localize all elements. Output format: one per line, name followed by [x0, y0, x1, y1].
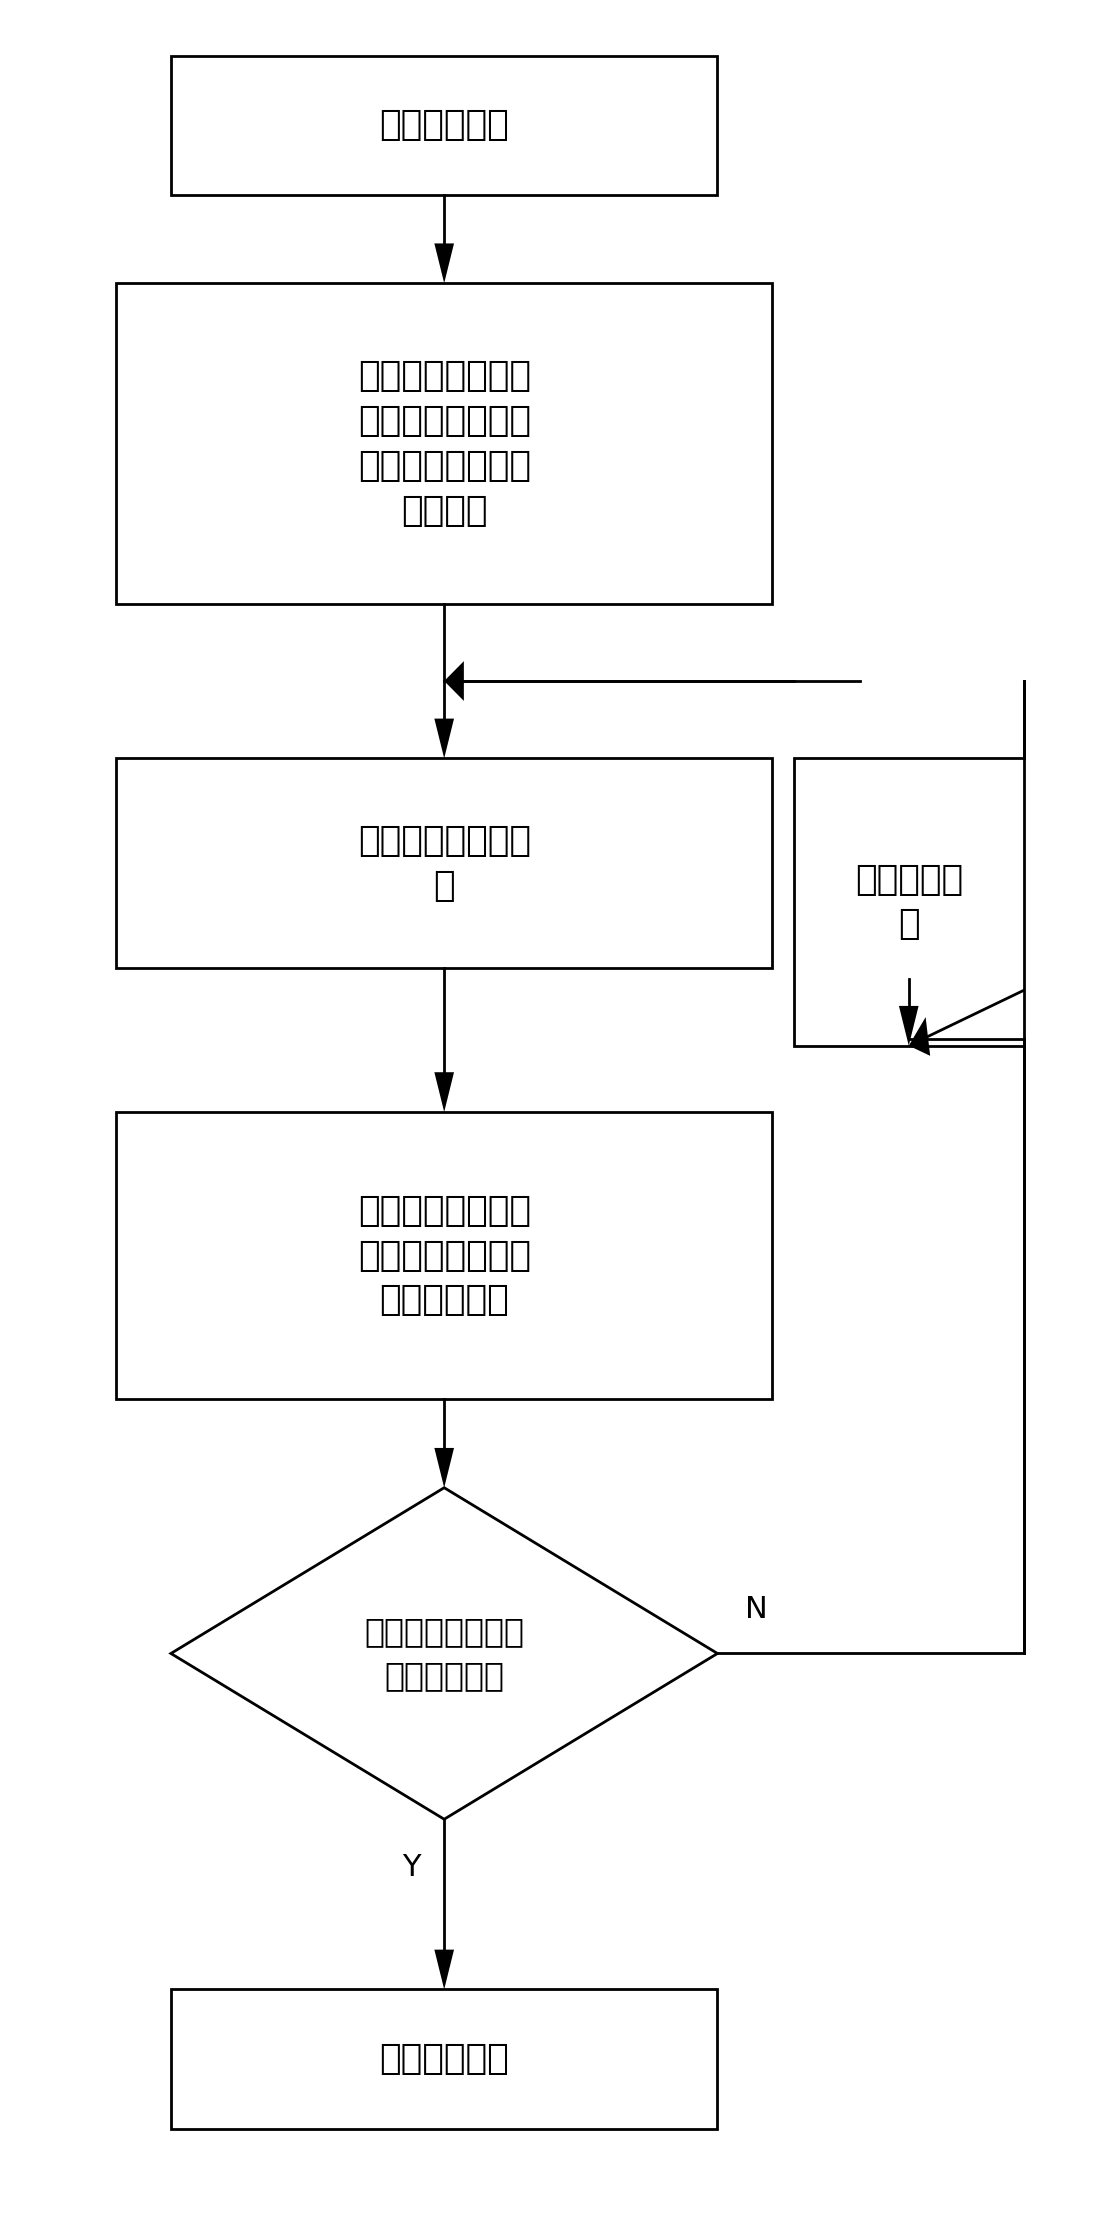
Text: 优化模拟电
荷: 优化模拟电 荷	[855, 863, 963, 941]
Polygon shape	[434, 1950, 454, 1990]
Bar	[116, 1112, 772, 1399]
Polygon shape	[909, 1016, 930, 1056]
Polygon shape	[434, 1448, 454, 1488]
Bar	[170, 1990, 717, 2128]
Text: 在导线和起伏地面
选择校验点，计算
模拟电位误差: 在导线和起伏地面 选择校验点，计算 模拟电位误差	[358, 1194, 530, 1317]
Bar	[170, 56, 717, 196]
Text: 在导线和起伏地面
设置模拟电荷以及
与模拟电荷相对应
的匹配点: 在导线和起伏地面 设置模拟电荷以及 与模拟电荷相对应 的匹配点	[358, 360, 530, 527]
Polygon shape	[170, 1488, 717, 1819]
Bar	[794, 758, 1024, 1045]
Polygon shape	[434, 1072, 454, 1112]
Polygon shape	[434, 718, 454, 758]
Bar	[116, 282, 772, 603]
Polygon shape	[434, 242, 454, 282]
Polygon shape	[899, 1005, 919, 1045]
Text: 选定镜像地面: 选定镜像地面	[380, 109, 509, 142]
Text: 模拟电荷大小是否
在误差范围内: 模拟电荷大小是否 在误差范围内	[364, 1615, 525, 1692]
Text: N: N	[745, 1595, 767, 1624]
Text: 计算工频电场: 计算工频电场	[380, 2042, 509, 2075]
Polygon shape	[444, 661, 464, 701]
Bar	[116, 758, 772, 967]
Text: Y: Y	[402, 1853, 421, 1882]
Text: 构建模拟电荷方程
组: 构建模拟电荷方程 组	[358, 823, 530, 903]
